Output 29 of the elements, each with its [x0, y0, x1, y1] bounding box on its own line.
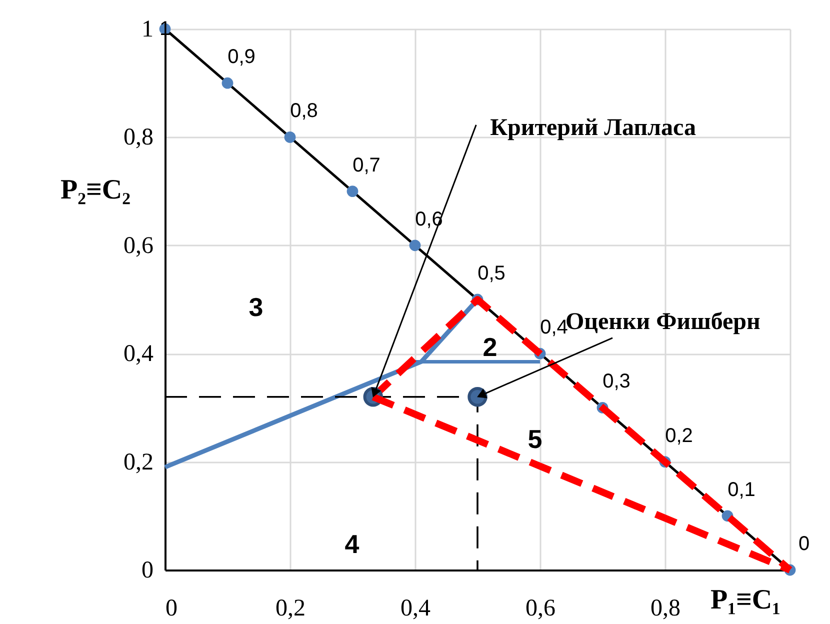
x-tick-label: 0,4 [400, 596, 430, 622]
data-label: 0,8 [290, 100, 318, 122]
annotation: Оценки Фишберн [566, 308, 761, 335]
data-label: 0,5 [478, 262, 506, 284]
annotation: Критерий Лапласа [490, 114, 696, 141]
x-axis-title: P₁≡C₁ [710, 584, 781, 616]
y-tick-label: 0 [142, 558, 154, 584]
x-tick-label: 0,2 [276, 596, 306, 622]
y-tick-label: 0,8 [124, 124, 154, 151]
x-tick-label: 0 [166, 596, 178, 622]
data-label: 0,3 [602, 370, 630, 393]
data-label: 0,7 [352, 154, 380, 176]
y-axis-title: P₂≡C₂ [60, 174, 131, 206]
x-tick-label: 0,8 [650, 596, 680, 622]
data-label: 0,2 [665, 424, 693, 447]
y-tick-label: 0,4 [124, 341, 154, 368]
y-tick-label: 1 [142, 16, 154, 42]
y-tick-label: 0,6 [124, 232, 154, 259]
data-label: 0 [798, 533, 810, 555]
data-label: 0,9 [228, 46, 256, 68]
y-tick-label: 0,2 [124, 449, 154, 476]
annotation: 5 [528, 424, 542, 454]
data-label: 0,1 [728, 478, 756, 501]
annotation: 2 [482, 332, 498, 362]
x-tick-label: 0,6 [526, 596, 556, 622]
annotation: 4 [344, 529, 360, 559]
annotation: 3 [248, 292, 264, 322]
data-label: 0,4 [540, 316, 568, 339]
data-label: 1 [159, 18, 171, 40]
